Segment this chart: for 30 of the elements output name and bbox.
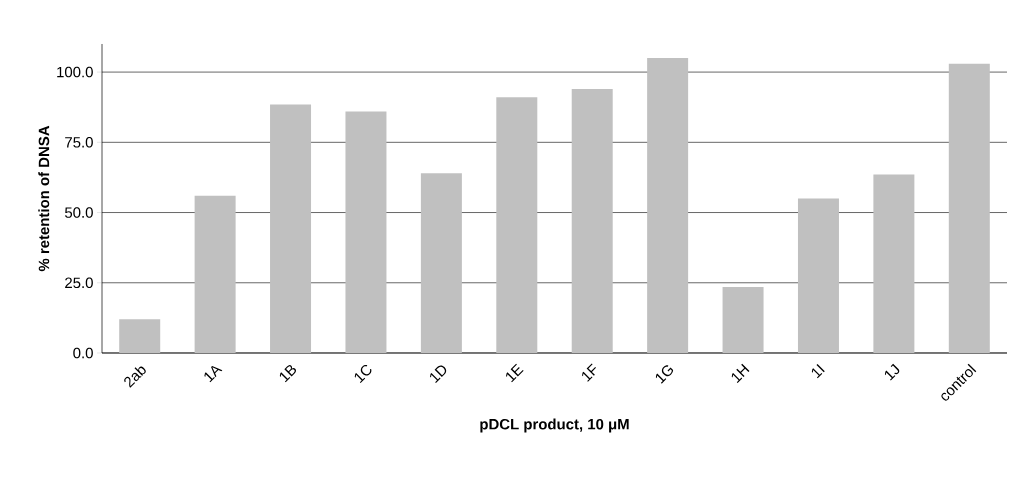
bar (420, 173, 462, 353)
x-tick-label: 1E (506, 363, 524, 383)
x-tick-label: 2ab (124, 366, 146, 388)
x-tick-label: 1J (884, 363, 900, 381)
y-tick-label: 0.0 (73, 347, 93, 359)
x-tick-label: 1A (204, 365, 223, 383)
bar (119, 319, 161, 353)
x-tick-label: 1B (279, 365, 297, 383)
bar (722, 286, 764, 353)
bar (496, 97, 538, 353)
bar (797, 198, 839, 353)
y-tick-label: 25.0 (65, 277, 93, 289)
y-tick-label: 100.0 (57, 66, 93, 78)
x-tick-label: 1H (731, 363, 750, 383)
x-tick-label: 1F (582, 363, 596, 382)
bar (345, 111, 387, 353)
bar (194, 195, 236, 353)
y-axis-title: % retention of DNSA (38, 125, 50, 272)
x-tick-label: 1C (354, 364, 372, 384)
bar (873, 174, 915, 353)
bar (948, 63, 990, 353)
bar (571, 88, 613, 353)
x-axis-title: pDCL product, 10 μM (480, 418, 629, 433)
x-tick-label: 1D (430, 365, 447, 383)
y-tick-label: 75.0 (65, 137, 93, 148)
bar (270, 104, 312, 353)
y-tick-label: 50.0 (64, 207, 93, 218)
bar (647, 58, 689, 353)
x-tick-label: 1I (811, 363, 825, 379)
x-tick-label: 1G (655, 365, 674, 384)
